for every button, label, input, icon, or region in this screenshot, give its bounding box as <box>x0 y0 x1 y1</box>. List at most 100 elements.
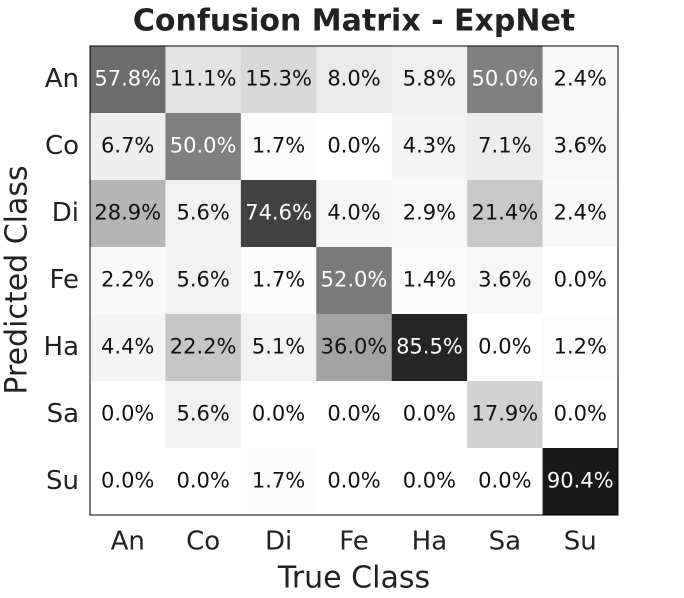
x-tick-label: Ha <box>412 527 447 557</box>
cell-label: 0.0% <box>478 469 531 493</box>
cell <box>467 247 544 315</box>
cell <box>542 381 619 449</box>
cell <box>391 448 468 516</box>
cell <box>316 381 393 449</box>
cell-label: 8.0% <box>327 67 380 91</box>
cell-label: 17.9% <box>471 402 538 426</box>
cell <box>90 381 166 449</box>
cell-label: 4.4% <box>101 335 154 359</box>
cell-label: 0.0% <box>327 402 380 426</box>
cell <box>391 113 468 181</box>
cell <box>240 247 317 315</box>
cell-label: 4.3% <box>403 134 456 158</box>
cell <box>316 113 393 181</box>
cell-label: 52.0% <box>321 268 388 292</box>
y-tick-label: Di <box>52 198 79 228</box>
cell-label: 0.0% <box>554 402 607 426</box>
cell <box>90 113 166 181</box>
cell-label: 0.0% <box>101 402 154 426</box>
cell <box>90 247 166 315</box>
cell <box>165 113 242 181</box>
cell-label: 7.1% <box>478 134 531 158</box>
cell <box>316 46 393 114</box>
cell-label: 5.6% <box>176 268 229 292</box>
y-tick-label: Co <box>45 131 79 161</box>
cell-label: 50.0% <box>471 67 538 91</box>
cell-label: 90.4% <box>547 469 614 493</box>
cell-label: 36.0% <box>321 335 388 359</box>
cell <box>542 113 619 181</box>
x-tick-label: Co <box>186 527 220 557</box>
cell-label: 57.8% <box>94 67 161 91</box>
cell-label: 5.6% <box>176 402 229 426</box>
cell-label: 21.4% <box>471 201 538 225</box>
cell <box>316 247 393 315</box>
y-axis-label: Predicted Class <box>0 165 35 394</box>
cell-label: 1.7% <box>252 469 305 493</box>
x-tick-label: An <box>111 527 145 557</box>
cell <box>90 314 166 382</box>
cell-label: 85.5% <box>396 335 463 359</box>
cell <box>165 381 242 449</box>
cell <box>542 46 619 114</box>
cell <box>391 314 468 382</box>
cell-label: 5.8% <box>403 67 456 91</box>
plot-frame <box>89 45 619 516</box>
cell <box>316 180 393 248</box>
x-tick-label: Fe <box>339 527 369 557</box>
cell-label: 2.2% <box>101 268 154 292</box>
x-axis-label: True Class <box>277 561 430 596</box>
cell-label: 3.6% <box>478 268 531 292</box>
cell-label: 11.1% <box>170 67 237 91</box>
cell-label: 5.1% <box>252 335 305 359</box>
cell-label: 0.0% <box>478 335 531 359</box>
cell <box>391 381 468 449</box>
cell <box>240 113 317 181</box>
y-tick-label: An <box>45 64 79 94</box>
chart-title: Confusion Matrix - ExpNet <box>133 4 575 39</box>
cell-label: 1.2% <box>554 335 607 359</box>
cell-label: 15.3% <box>245 67 312 91</box>
cell <box>316 314 393 382</box>
cell-label: 0.0% <box>327 469 380 493</box>
cell-label: 1.7% <box>252 268 305 292</box>
cell <box>542 247 619 315</box>
cell-label: 2.9% <box>403 201 456 225</box>
cell-label: 0.0% <box>252 402 305 426</box>
cell <box>240 448 317 516</box>
cell <box>542 314 619 382</box>
cell-label: 0.0% <box>554 268 607 292</box>
cell <box>165 46 242 114</box>
cell-label: 0.0% <box>101 469 154 493</box>
cell <box>467 448 544 516</box>
y-tick-label: Fe <box>49 265 79 295</box>
cell <box>165 247 242 315</box>
cell-label: 1.7% <box>252 134 305 158</box>
cell <box>165 448 242 516</box>
cell-label: 0.0% <box>403 469 456 493</box>
cell-label: 0.0% <box>327 134 380 158</box>
cell <box>391 247 468 315</box>
cell <box>316 448 393 516</box>
x-tick-label: Su <box>564 527 597 557</box>
cell-label: 3.6% <box>554 134 607 158</box>
cell-label: 0.0% <box>176 469 229 493</box>
cell <box>467 381 544 449</box>
cell <box>90 180 166 248</box>
cell <box>542 448 619 516</box>
cell-label: 2.4% <box>554 201 607 225</box>
cell <box>391 46 468 114</box>
cell-label: 50.0% <box>170 134 237 158</box>
cell <box>467 46 544 114</box>
x-tick-label: Di <box>265 527 292 557</box>
cell-label: 1.4% <box>403 268 456 292</box>
y-tick-label: Su <box>46 466 79 496</box>
cell-label: 2.4% <box>554 67 607 91</box>
cell <box>391 180 468 248</box>
cell-label: 22.2% <box>170 335 237 359</box>
cell-label: 28.9% <box>94 201 161 225</box>
cell <box>240 314 317 382</box>
cell-label: 5.6% <box>176 201 229 225</box>
cell <box>467 180 544 248</box>
